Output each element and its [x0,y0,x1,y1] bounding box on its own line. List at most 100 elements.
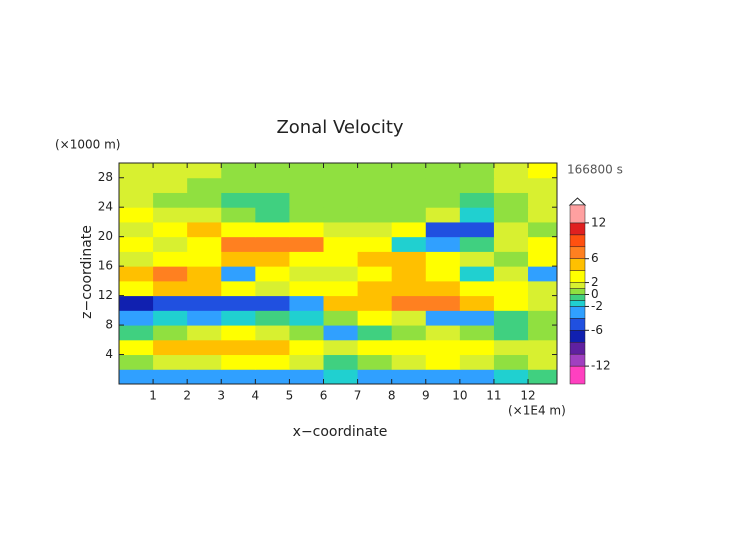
field-cell [493,236,529,252]
field-cell [528,310,558,326]
field-cell [425,266,461,282]
field-cell [528,354,558,370]
field-cell [391,192,427,208]
field-cell [357,251,393,267]
field-cell [357,266,393,282]
field-cell [528,236,558,252]
field-cell [289,310,325,326]
field-cell [323,369,359,385]
colorbar-box [569,288,586,295]
field-cell [323,251,359,267]
y-tick-label: 4 [105,347,113,361]
field-cell [119,266,154,282]
field-cell [493,251,529,267]
y-tick-label: 12 [98,288,113,302]
field-cell [119,251,154,267]
field-cell [425,221,461,238]
field-cell [323,236,359,252]
field-cell [187,369,222,385]
field-cell [119,207,154,223]
field-cell [391,310,427,326]
field-cell [187,354,222,370]
field-cell [425,280,461,297]
chart-title: Zonal Velocity [276,117,403,138]
field-cell [528,192,558,208]
field-cell [493,221,529,238]
field-cell [119,221,154,238]
field-cell [221,251,256,267]
field-cell [119,295,154,311]
field-cell [119,280,154,297]
x-unit: (×1E4 m) [508,404,566,418]
field-cell [289,251,325,267]
x-tick-label: 11 [486,389,501,403]
field-cell [493,280,529,297]
field-cell [357,207,393,223]
field-cell [221,236,256,252]
field-cell [391,221,427,238]
field-cell [459,354,495,370]
field-cell [289,295,325,311]
field-cell [391,207,427,223]
field-cell [255,369,290,385]
field-cell [528,339,558,356]
field-cell [425,251,461,267]
field-cell [459,339,495,356]
field-cell [493,266,529,282]
field-cell [119,192,154,208]
field-cell [187,163,222,179]
colorbar-box [569,270,586,283]
x-tick-label: 3 [217,389,225,403]
field-cell [391,354,427,370]
field-cell [528,221,558,238]
field-cell [391,251,427,267]
field-cell [255,354,290,370]
field-cell [289,266,325,282]
colorbar-box [569,353,586,367]
field-cell [459,207,495,223]
colorbar-tick-label: 12 [591,215,606,229]
field-cell [493,310,529,326]
colorbar-box [569,294,586,301]
y-tick-label: 16 [98,259,113,273]
field-cell [425,295,461,311]
field-cell [255,163,290,179]
colorbar-box [569,246,586,259]
field-cell [391,236,427,252]
field-cell [323,354,359,370]
field-cell [187,339,222,356]
field-cell [289,163,325,179]
field-cell [187,310,222,326]
field-cell [255,221,290,238]
field-cell [153,221,188,238]
field-cell [357,310,393,326]
field-cell [221,280,256,297]
y-tick-label: 28 [98,170,113,184]
field-cell [187,177,222,193]
field-cell [119,354,154,370]
field-cell [323,295,359,311]
field-cell [323,163,359,179]
field-cell [153,236,188,252]
field-cell [357,163,393,179]
field-cell [187,251,222,267]
colorbar-box [569,204,586,224]
field-cell [391,325,427,341]
colorbar-tick-label: 6 [591,251,599,265]
field-cell [323,207,359,223]
field-cell [391,339,427,356]
field-cell [425,177,461,193]
field-cell [289,207,325,223]
field-cell [221,192,256,208]
field-cell [493,369,529,385]
field-cell [493,339,529,356]
colorbar-tick-label: 0 [591,287,599,301]
field-cell [493,192,529,208]
colorbar-box [569,330,586,343]
field-cell [153,207,188,223]
field-cell [119,325,154,341]
field-cell [425,192,461,208]
field-cell [221,369,256,385]
field-cell [289,221,325,238]
